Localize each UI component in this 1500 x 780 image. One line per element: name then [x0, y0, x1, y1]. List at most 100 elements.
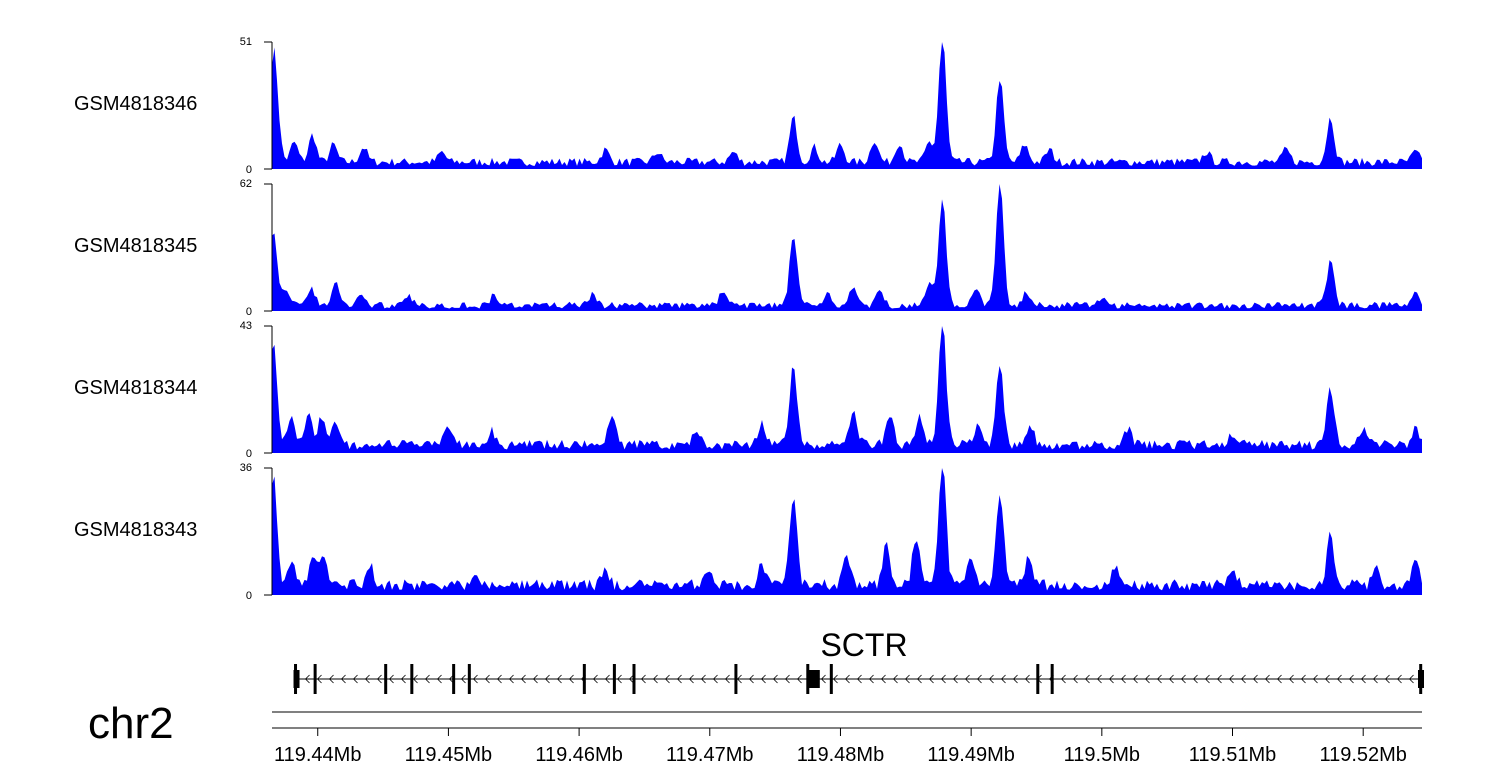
strand-arrow — [904, 674, 910, 684]
strand-arrow — [1072, 674, 1078, 684]
exon — [384, 664, 388, 694]
y-axis-max-label: 62 — [240, 178, 252, 190]
strand-arrow — [304, 674, 310, 684]
strand-arrow — [988, 674, 994, 684]
strand-arrow — [940, 674, 946, 684]
strand-arrow — [772, 674, 778, 684]
coverage-area — [272, 42, 1422, 169]
strand-arrow — [1300, 674, 1306, 684]
strand-arrow — [1252, 674, 1258, 684]
strand-arrow — [400, 674, 406, 684]
strand-arrow — [1324, 674, 1330, 684]
strand-arrow — [1060, 674, 1066, 684]
strand-arrow — [1240, 674, 1246, 684]
strand-arrow — [520, 674, 526, 684]
genomic-axis: 119.44Mb 119.45Mb 119.46Mb 119.47Mb 119.48Mb… — [88, 699, 1422, 766]
strand-arrow — [652, 674, 658, 684]
strand-arrow — [1012, 674, 1018, 684]
strand-arrow — [1000, 674, 1006, 684]
strand-arrow — [508, 674, 514, 684]
strand-arrow — [628, 674, 634, 684]
exon-end-block — [293, 670, 300, 688]
y-axis-min-label: 0 — [246, 164, 252, 176]
strand-arrow — [640, 674, 646, 684]
exon — [313, 664, 317, 694]
strand-arrow — [424, 674, 430, 684]
strand-arrow — [1384, 674, 1390, 684]
strand-arrow — [784, 674, 790, 684]
strand-arrow — [1396, 674, 1402, 684]
strand-arrow — [1360, 674, 1366, 684]
strand-arrow — [700, 674, 706, 684]
track-name-label: GSM4818345 — [74, 235, 197, 257]
y-axis-max-label: 51 — [240, 36, 252, 48]
exon-end-block — [1418, 670, 1424, 688]
axis-tick-label: 119.52Mb — [1319, 744, 1406, 766]
strand-arrow — [892, 674, 898, 684]
exon — [582, 664, 586, 694]
axis-tick-label: 119.47Mb — [666, 744, 753, 766]
chromosome-label: chr2 — [88, 699, 174, 748]
strand-arrow — [1132, 674, 1138, 684]
strand-arrow — [748, 674, 754, 684]
strand-arrow — [1120, 674, 1126, 684]
strand-arrow — [1204, 674, 1210, 684]
y-axis-max-label: 43 — [240, 320, 252, 332]
strand-arrow — [1144, 674, 1150, 684]
strand-arrow — [604, 674, 610, 684]
strand-arrow — [352, 674, 358, 684]
signal-tracks: 51 0 GSM4818346 62 0 GSM4818345 43 0 GSM4818344 3… — [74, 36, 1422, 602]
strand-arrow — [436, 674, 442, 684]
strand-arrow — [364, 674, 370, 684]
track-name-label: GSM4818346 — [74, 93, 197, 115]
y-axis-min-label: 0 — [246, 306, 252, 318]
strand-arrow — [460, 674, 466, 684]
strand-arrow — [376, 674, 382, 684]
strand-arrow — [496, 674, 502, 684]
strand-arrow — [1084, 674, 1090, 684]
strand-arrow — [1348, 674, 1354, 684]
axis-tick-label: 119.45Mb — [405, 744, 492, 766]
axis-tick-label: 119.51Mb — [1189, 744, 1276, 766]
y-axis-min-label: 0 — [246, 590, 252, 602]
track-GSM4818346: 51 0 GSM4818346 — [74, 36, 1422, 176]
exon — [632, 664, 636, 694]
strand-arrow — [1108, 674, 1114, 684]
track-name-label: GSM4818344 — [74, 377, 197, 399]
strand-arrow — [592, 674, 598, 684]
strand-arrow — [1096, 674, 1102, 684]
coverage-area — [272, 468, 1422, 595]
axis-tick-label: 119.46Mb — [535, 744, 622, 766]
strand-arrow — [484, 674, 490, 684]
strand-arrow — [976, 674, 982, 684]
strand-arrow — [544, 674, 550, 684]
strand-arrow — [712, 674, 718, 684]
strand-arrow — [1276, 674, 1282, 684]
strand-arrow — [1372, 674, 1378, 684]
strand-arrow — [472, 674, 478, 684]
strand-arrow — [736, 674, 742, 684]
strand-arrow — [1264, 674, 1270, 684]
strand-arrow — [832, 674, 838, 684]
strand-arrow — [328, 674, 334, 684]
strand-arrow — [1156, 674, 1162, 684]
strand-arrow — [760, 674, 766, 684]
strand-arrow — [964, 674, 970, 684]
strand-arrow — [1216, 674, 1222, 684]
strand-arrow — [1228, 674, 1234, 684]
strand-arrow — [1180, 674, 1186, 684]
gene-exons — [293, 664, 1424, 694]
strand-arrow — [568, 674, 574, 684]
exon — [410, 664, 414, 694]
exon — [734, 664, 738, 694]
exon — [467, 664, 471, 694]
strand-arrow — [388, 674, 394, 684]
gene-name-label: SCTR — [820, 627, 907, 663]
strand-arrow — [916, 674, 922, 684]
axis-tick-label: 119.48Mb — [797, 744, 884, 766]
strand-arrow — [664, 674, 670, 684]
track-GSM4818344: 43 0 GSM4818344 — [74, 320, 1422, 460]
strand-arrow — [688, 674, 694, 684]
strand-arrow — [316, 674, 322, 684]
